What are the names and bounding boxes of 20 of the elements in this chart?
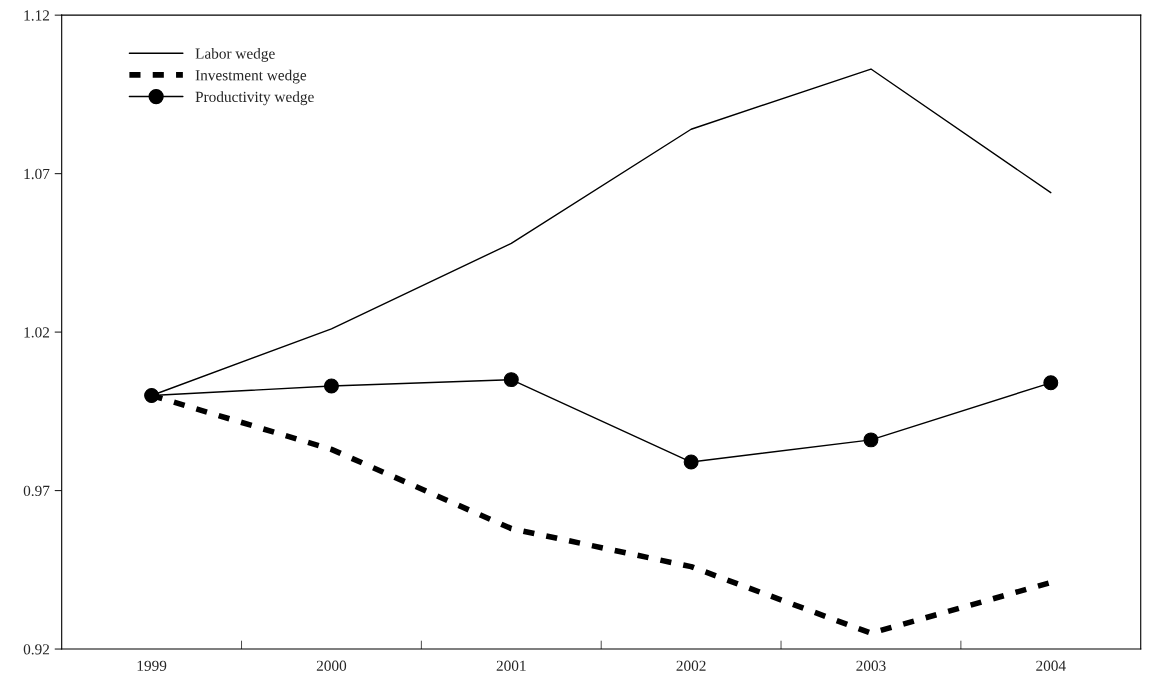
x-tick-label: 2003 bbox=[856, 660, 886, 671]
y-tick-label: 0.97 bbox=[23, 485, 50, 497]
y-tick-label: 1.07 bbox=[24, 168, 50, 180]
legend-label: Investment wedge bbox=[195, 69, 307, 84]
x-tick-label: 2004 bbox=[1036, 660, 1066, 671]
point bbox=[863, 432, 879, 448]
x-tick-label: 2000 bbox=[316, 660, 347, 671]
legend-label: Labor wedge bbox=[195, 48, 275, 62]
x-tick-label: 2001 bbox=[496, 660, 526, 671]
point bbox=[323, 378, 339, 394]
x-tick-label: 1999 bbox=[137, 660, 167, 671]
y-tick-label: 0.92 bbox=[23, 644, 50, 655]
x-tick-label: 2002 bbox=[676, 660, 706, 671]
legend-label: Productivity wedge bbox=[195, 91, 314, 106]
y-tick-label: 1.12 bbox=[24, 10, 50, 21]
point bbox=[144, 388, 160, 403]
y-tick-label: 1.02 bbox=[24, 327, 50, 338]
point bbox=[503, 372, 519, 388]
point bbox=[683, 454, 699, 470]
point bbox=[1043, 375, 1059, 391]
